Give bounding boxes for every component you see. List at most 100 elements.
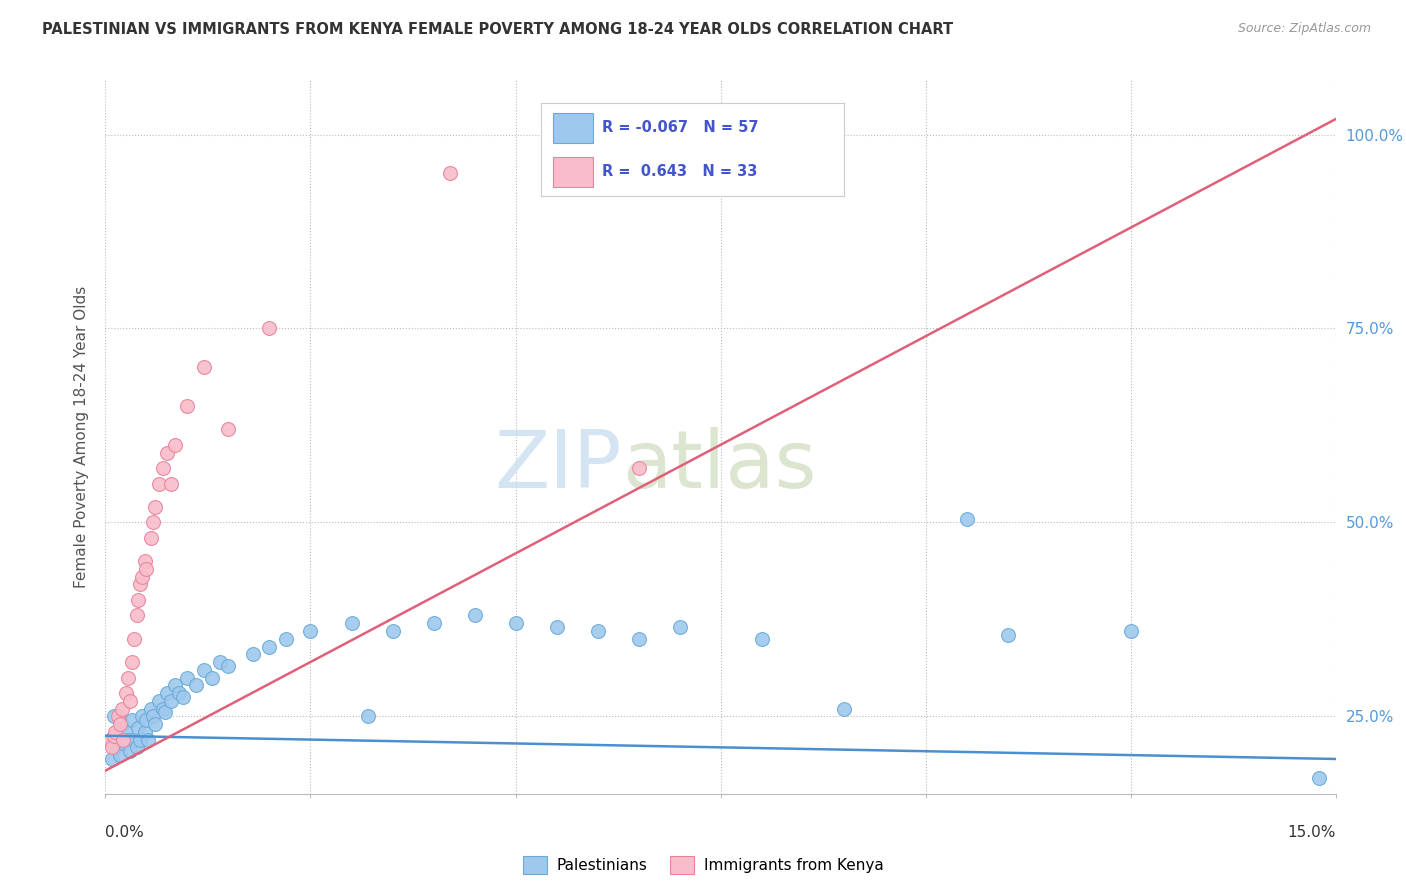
- Point: [98, 732, 121, 747]
- Point: [139, 531, 162, 545]
- Point: [115, 724, 138, 739]
- Point: [142, 709, 165, 723]
- Point: [1119, 624, 1142, 638]
- Text: ZIP: ZIP: [495, 426, 621, 505]
- Point: [136, 732, 159, 747]
- Point: [125, 740, 148, 755]
- Text: R = -0.067   N = 57: R = -0.067 N = 57: [602, 120, 758, 136]
- Bar: [554, 113, 593, 143]
- Point: [668, 620, 690, 634]
- Point: [112, 736, 135, 750]
- Point: [218, 659, 240, 673]
- Point: [156, 686, 179, 700]
- Point: [125, 608, 148, 623]
- Point: [148, 694, 170, 708]
- Point: [104, 740, 127, 755]
- Point: [143, 500, 166, 514]
- Point: [505, 616, 527, 631]
- Point: [139, 701, 162, 715]
- Point: [104, 724, 127, 739]
- Y-axis label: Female Poverty Among 18-24 Year Olds: Female Poverty Among 18-24 Year Olds: [75, 286, 90, 588]
- Point: [98, 732, 121, 747]
- Point: [122, 632, 145, 646]
- Point: [184, 678, 207, 692]
- Point: [115, 686, 138, 700]
- Point: [120, 744, 141, 758]
- Point: [117, 732, 139, 747]
- Point: [274, 632, 297, 646]
- Point: [586, 624, 609, 638]
- Point: [122, 732, 145, 747]
- Point: [129, 732, 152, 747]
- Point: [165, 678, 187, 692]
- Bar: [554, 157, 593, 187]
- Point: [439, 166, 461, 180]
- Text: atlas: atlas: [621, 426, 817, 505]
- Point: [127, 721, 149, 735]
- Point: [148, 476, 170, 491]
- Point: [193, 663, 215, 677]
- Text: PALESTINIAN VS IMMIGRANTS FROM KENYA FEMALE POVERTY AMONG 18-24 YEAR OLDS CORREL: PALESTINIAN VS IMMIGRANTS FROM KENYA FEM…: [42, 22, 953, 37]
- Point: [627, 461, 650, 475]
- Point: [464, 608, 486, 623]
- Point: [259, 321, 281, 335]
- Point: [160, 694, 183, 708]
- Point: [176, 671, 198, 685]
- Point: [422, 616, 444, 631]
- Point: [340, 616, 363, 631]
- Point: [160, 476, 183, 491]
- Point: [956, 511, 979, 525]
- Point: [131, 570, 153, 584]
- Point: [156, 445, 179, 459]
- Point: [381, 624, 404, 638]
- Point: [121, 655, 143, 669]
- Point: [127, 593, 149, 607]
- Point: [142, 516, 165, 530]
- Point: [242, 647, 264, 661]
- Point: [172, 690, 194, 704]
- Text: Source: ZipAtlas.com: Source: ZipAtlas.com: [1237, 22, 1371, 36]
- Point: [135, 713, 157, 727]
- Text: R =  0.643   N = 33: R = 0.643 N = 33: [602, 164, 758, 179]
- Point: [152, 461, 174, 475]
- Point: [103, 709, 125, 723]
- Text: 0.0%: 0.0%: [105, 825, 145, 840]
- Point: [201, 671, 224, 685]
- Point: [101, 740, 124, 755]
- Point: [259, 640, 281, 654]
- Point: [111, 717, 134, 731]
- Point: [110, 748, 132, 763]
- Point: [120, 694, 141, 708]
- Point: [143, 717, 166, 731]
- Point: [129, 577, 152, 591]
- Point: [176, 399, 198, 413]
- Text: 15.0%: 15.0%: [1288, 825, 1336, 840]
- Point: [751, 632, 773, 646]
- Point: [121, 713, 143, 727]
- Point: [103, 729, 125, 743]
- Point: [193, 360, 215, 375]
- Point: [209, 655, 232, 669]
- Point: [131, 709, 153, 723]
- Point: [112, 732, 135, 747]
- Point: [1308, 772, 1330, 786]
- Point: [134, 724, 156, 739]
- Point: [546, 620, 568, 634]
- Point: [997, 628, 1019, 642]
- Point: [152, 701, 174, 715]
- Point: [832, 701, 855, 715]
- Point: [101, 752, 124, 766]
- Point: [165, 438, 187, 452]
- Point: [299, 624, 322, 638]
- Point: [169, 686, 191, 700]
- Point: [153, 706, 176, 720]
- Point: [357, 709, 380, 723]
- Point: [134, 554, 156, 568]
- Point: [110, 717, 132, 731]
- Point: [135, 562, 157, 576]
- Point: [117, 671, 139, 685]
- Point: [107, 709, 129, 723]
- Point: [111, 701, 134, 715]
- Point: [218, 422, 240, 436]
- Point: [107, 729, 129, 743]
